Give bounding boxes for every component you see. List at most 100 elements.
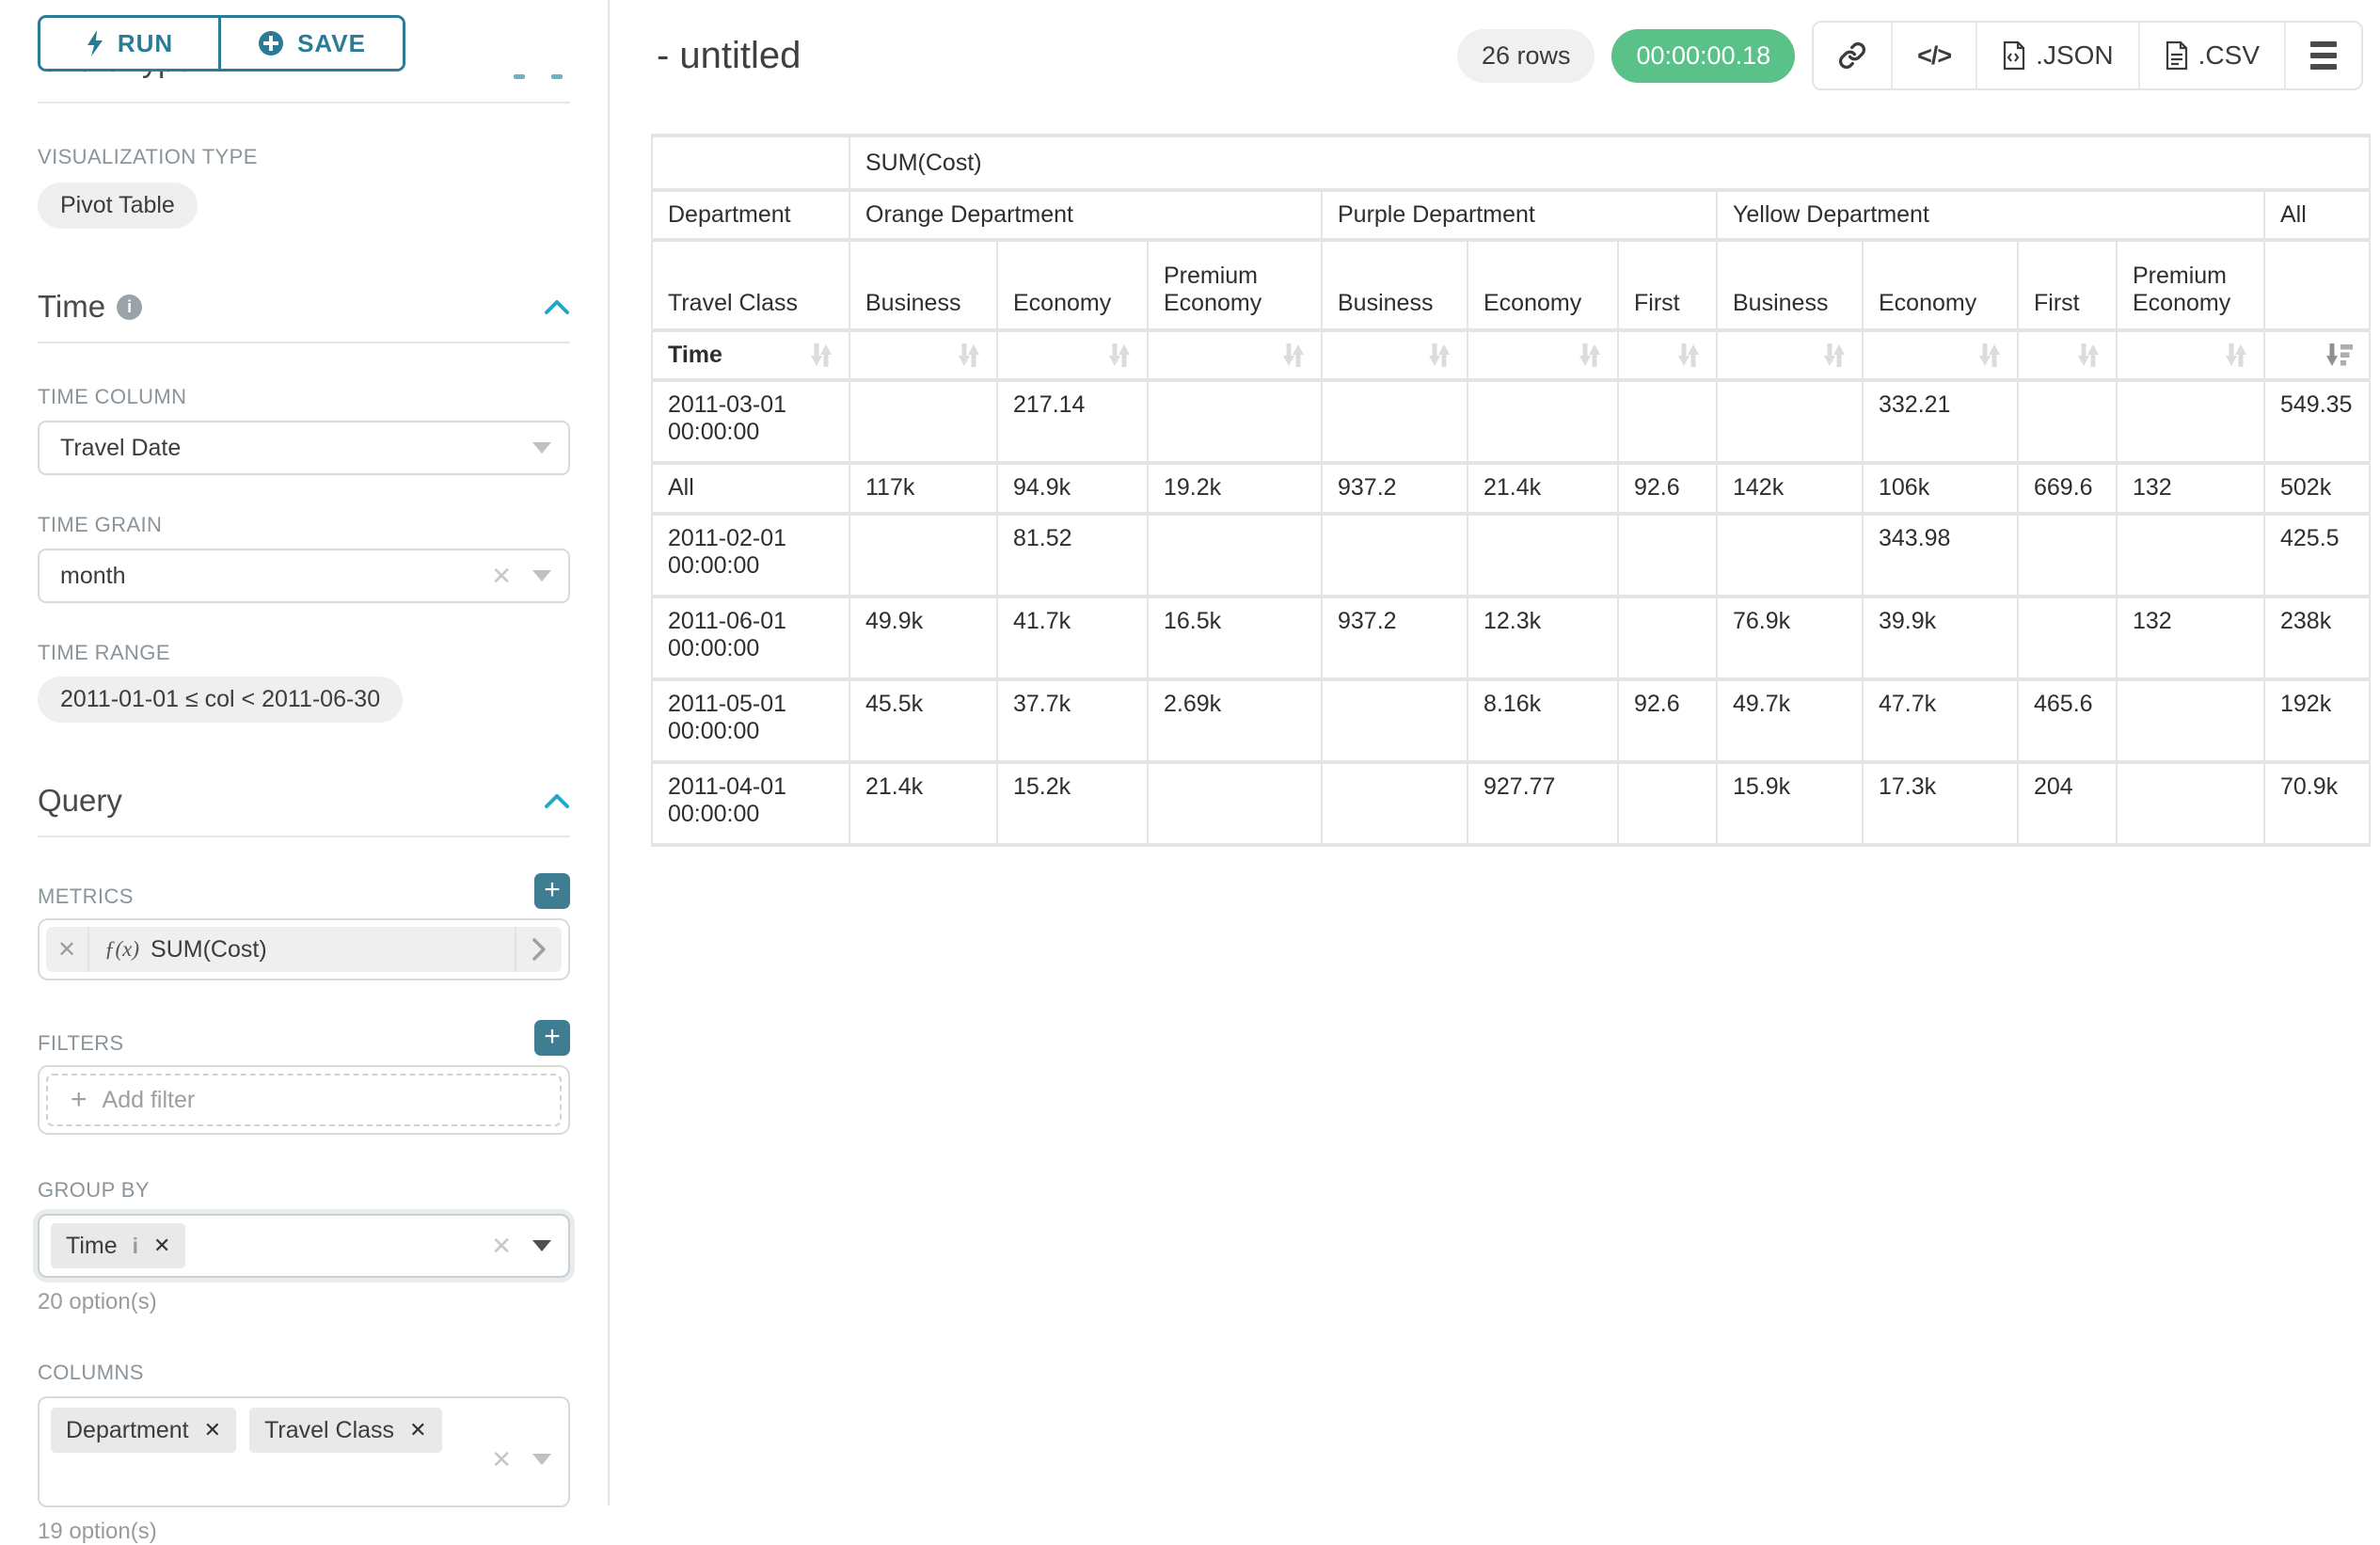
chart-panel: - untitled 26 rows 00:00:00.18 </> .JSON…: [611, 0, 2380, 1505]
clear-icon[interactable]: ✕: [491, 562, 512, 590]
pivot-value-cell: [1147, 512, 1323, 598]
row-label-cell: 2011-03-01 00:00:00: [651, 378, 850, 465]
time-range-label: TIME RANGE: [38, 641, 170, 664]
pivot-value-cell: 2.69k: [1147, 677, 1323, 764]
sort-header-cell[interactable]: [2116, 328, 2265, 382]
run-button[interactable]: RUN: [40, 18, 218, 69]
filters-label: FILTERS: [38, 1031, 124, 1055]
time-column-label: TIME COLUMN: [38, 385, 187, 408]
sort-header-cell[interactable]: [1617, 328, 1718, 382]
sort-header-cell[interactable]: [1716, 328, 1864, 382]
sort-updown-icon: [1429, 343, 1450, 367]
time-column-select[interactable]: Travel Date: [38, 421, 570, 475]
pivot-value-cell: [1321, 677, 1468, 764]
export-json-button[interactable]: .JSON: [1975, 23, 2138, 88]
group-by-options-hint: 20 option(s): [38, 1289, 157, 1314]
remove-tag-icon[interactable]: ✕: [409, 1418, 427, 1441]
time-range-value-pill[interactable]: 2011-01-01 ≤ col < 2011-06-30: [38, 677, 404, 723]
sort-header-cell[interactable]: [2017, 328, 2118, 382]
pivot-value-cell: 502k: [2263, 461, 2371, 516]
chart-type-section-heading-clipped: Chart Type: [38, 72, 570, 85]
sort-header-cell[interactable]: [1147, 328, 1323, 382]
class-header-cell: Business: [1321, 238, 1468, 332]
pivot-value-cell: [1617, 760, 1718, 847]
metrics-label: METRICS: [38, 884, 134, 908]
add-filter-dropzone[interactable]: + Add filter: [46, 1074, 562, 1126]
chevron-up-icon[interactable]: [544, 298, 570, 315]
pivot-value-cell: [2116, 378, 2265, 465]
pivot-value-cell: 70.9k: [2263, 760, 2371, 847]
sort-updown-icon: [1283, 343, 1304, 367]
remove-tag-icon[interactable]: ✕: [203, 1418, 222, 1441]
pivot-value-cell: [1617, 512, 1718, 598]
export-csv-button[interactable]: .CSV: [2137, 23, 2284, 88]
sort-header-cell[interactable]: [996, 328, 1149, 382]
section-divider: [38, 102, 570, 104]
dept-corner-cell: Department: [651, 188, 850, 242]
pivot-value-cell: 17.3k: [1862, 760, 2019, 847]
pivot-value-cell: 425.5: [2263, 512, 2371, 598]
share-link-button[interactable]: [1814, 23, 1892, 88]
sort-header-cell[interactable]: [2263, 328, 2371, 382]
sort-desc-icon: [2326, 343, 2353, 366]
pivot-value-cell: 343.98: [1862, 512, 2019, 598]
group-by-select[interactable]: Time i ✕ ✕: [38, 1214, 570, 1278]
class-header-cell: First: [1617, 238, 1718, 332]
function-icon: ƒ(x): [104, 937, 140, 961]
expand-metric-button[interactable]: [515, 927, 562, 972]
pivot-value-cell: [2116, 512, 2265, 598]
pivot-value-cell: 92.6: [1617, 677, 1718, 764]
remove-metric-icon[interactable]: ✕: [46, 927, 89, 972]
pivot-value-cell: 37.7k: [996, 677, 1149, 764]
csv-file-icon: [2166, 40, 2187, 71]
embed-code-button[interactable]: </>: [1891, 23, 1976, 88]
sort-updown-icon: [959, 343, 979, 367]
sort-header-cell[interactable]: [1321, 328, 1468, 382]
pivot-value-cell: 76.9k: [1716, 595, 1864, 681]
pivot-value-cell: 94.9k: [996, 461, 1149, 516]
chart-title[interactable]: - untitled: [657, 34, 801, 76]
remove-tag-icon[interactable]: ✕: [153, 1234, 171, 1257]
sort-updown-icon: [1678, 343, 1699, 367]
pivot-value-cell: 465.6: [2017, 677, 2118, 764]
group-by-label: GROUP BY: [38, 1178, 150, 1202]
clear-all-icon[interactable]: ✕: [491, 1232, 512, 1260]
plus-circle-icon: [259, 31, 284, 56]
time-grain-value: month: [60, 562, 126, 589]
add-metric-button[interactable]: +: [534, 873, 570, 909]
time-grain-select[interactable]: month ✕: [38, 549, 570, 603]
clear-all-icon[interactable]: ✕: [491, 1445, 512, 1473]
sort-header-cell[interactable]: [849, 328, 998, 382]
columns-select[interactable]: Department ✕ Travel Class ✕ ✕: [38, 1396, 570, 1507]
pivot-value-cell: 332.21: [1862, 378, 2019, 465]
caret-down-icon: [532, 442, 551, 454]
add-filter-plus-button[interactable]: +: [534, 1020, 570, 1056]
more-menu-button[interactable]: [2284, 23, 2361, 88]
class-header-cell: Premium Economy: [2116, 238, 2265, 332]
collapse-chevron-fragment: [551, 74, 563, 79]
sort-header-cell[interactable]: [1467, 328, 1619, 382]
pivot-value-cell: [1617, 378, 1718, 465]
sort-header-cell[interactable]: Time: [651, 328, 850, 382]
pivot-value-cell: [2017, 378, 2118, 465]
export-csv-label: .CSV: [2198, 40, 2260, 70]
visualization-type-value-pill[interactable]: Pivot Table: [38, 183, 198, 229]
columns-tag-label: Travel Class: [264, 1416, 395, 1443]
save-button[interactable]: SAVE: [218, 18, 403, 69]
metrics-box: ✕ ƒ(x) SUM(Cost): [38, 918, 570, 980]
metric-pill[interactable]: ✕ ƒ(x) SUM(Cost): [46, 927, 562, 972]
columns-label: COLUMNS: [38, 1361, 144, 1384]
row-label-cell: 2011-02-01 00:00:00: [651, 512, 850, 598]
pivot-data-row: 2011-03-01 00:00:00 217.14 332.21 549.35: [651, 378, 2371, 465]
pivot-data-row: 2011-04-01 00:00:00 21.4k 15.2k 927.77 15.9k…: [651, 760, 2371, 847]
pivot-value-cell: 21.4k: [849, 760, 998, 847]
time-grain-label: TIME GRAIN: [38, 513, 163, 536]
chevron-up-icon[interactable]: [544, 792, 570, 809]
code-icon: </>: [1917, 40, 1952, 70]
pivot-value-cell: [1617, 595, 1718, 681]
class-header-cell: Economy: [996, 238, 1149, 332]
export-button-group: </> .JSON .CSV: [1812, 21, 2363, 90]
pivot-value-cell: 106k: [1862, 461, 2019, 516]
caret-down-icon: [532, 1240, 551, 1251]
sort-header-cell[interactable]: [1862, 328, 2019, 382]
